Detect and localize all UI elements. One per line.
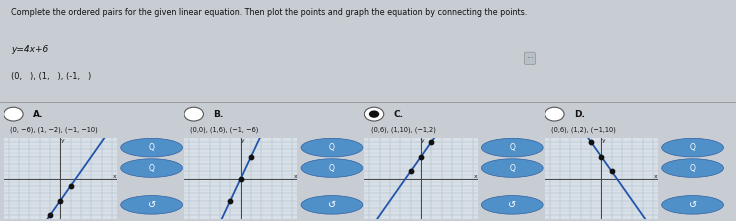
Point	[405, 170, 417, 173]
Text: Q: Q	[509, 164, 515, 173]
Circle shape	[369, 110, 379, 118]
Point	[595, 155, 607, 158]
Text: ↺: ↺	[328, 200, 336, 210]
Circle shape	[184, 107, 203, 121]
Text: C.: C.	[394, 110, 403, 119]
Point	[235, 177, 247, 180]
Text: (0,6), (1,10), (−1,2): (0,6), (1,10), (−1,2)	[371, 127, 436, 133]
Text: x: x	[474, 174, 478, 179]
Point	[606, 170, 618, 173]
Text: (0,   ), (1,   ), (-1,   ): (0, ), (1, ), (-1, )	[11, 72, 91, 81]
Circle shape	[545, 107, 564, 121]
Point	[425, 140, 437, 144]
Text: y: y	[60, 138, 64, 143]
Text: Complete the ordered pairs for the given linear equation. Then plot the points a: Complete the ordered pairs for the given…	[11, 8, 527, 17]
Text: y=4x+6: y=4x+6	[11, 45, 49, 53]
Text: Q: Q	[509, 143, 515, 152]
Text: y: y	[421, 138, 425, 143]
Text: A.: A.	[33, 110, 43, 119]
Text: D.: D.	[574, 110, 584, 119]
Point	[54, 199, 66, 202]
Text: Q: Q	[690, 164, 696, 173]
Text: x: x	[654, 174, 658, 179]
Text: Q: Q	[149, 164, 155, 173]
Text: Q: Q	[690, 143, 696, 152]
Point	[65, 184, 77, 188]
Text: ···: ···	[526, 54, 534, 63]
Text: y: y	[241, 138, 244, 143]
Circle shape	[364, 107, 383, 121]
Text: Q: Q	[329, 164, 335, 173]
Point	[245, 155, 257, 158]
Text: (0, −6), (1, −2), (−1, −10): (0, −6), (1, −2), (−1, −10)	[10, 127, 98, 133]
Circle shape	[4, 107, 23, 121]
Text: ↺: ↺	[147, 200, 156, 210]
Point	[415, 155, 427, 158]
Text: ↺: ↺	[508, 200, 517, 210]
Point	[44, 213, 56, 217]
Text: (0,6), (1,2), (−1,10): (0,6), (1,2), (−1,10)	[551, 127, 616, 133]
Text: y: y	[601, 138, 605, 143]
Point	[224, 199, 236, 202]
Text: x: x	[294, 174, 297, 179]
Text: ↺: ↺	[688, 200, 697, 210]
Point	[585, 140, 597, 144]
Text: B.: B.	[213, 110, 224, 119]
Text: x: x	[113, 174, 117, 179]
Text: Q: Q	[149, 143, 155, 152]
Text: (0,0), (1,6), (−1, −6): (0,0), (1,6), (−1, −6)	[191, 127, 259, 133]
Text: Q: Q	[329, 143, 335, 152]
